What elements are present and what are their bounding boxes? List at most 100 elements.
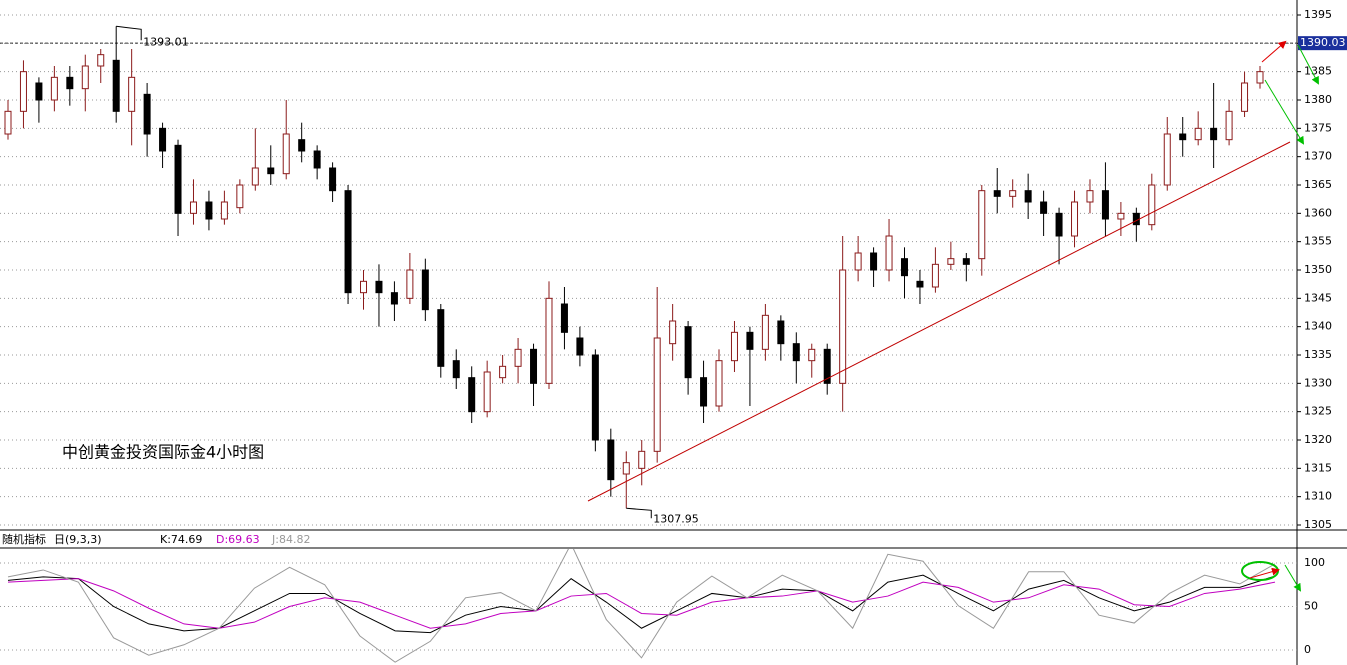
y-tick-label: 1375 <box>1304 121 1332 134</box>
candle-body <box>900 258 908 277</box>
candle-body <box>112 59 120 112</box>
indicator-readout: K:74.69 <box>160 533 202 546</box>
candle-body <box>823 348 831 384</box>
candle-body <box>1009 190 1017 197</box>
candle-body <box>545 297 553 384</box>
candle-body <box>870 252 878 271</box>
y-tick-label: 1360 <box>1304 206 1332 219</box>
candle-body <box>1194 127 1202 141</box>
annotation: 中创黄金投资国际金4小时图 <box>62 443 264 462</box>
candle-body <box>236 184 244 209</box>
candle-body <box>1163 133 1171 186</box>
candle-body <box>576 337 584 356</box>
indicator-panel: 0 50 100 <box>0 549 1325 663</box>
candle-body <box>174 144 182 214</box>
candle-body <box>251 167 259 186</box>
candle-body <box>854 252 862 271</box>
leader-line <box>626 507 652 519</box>
candle-body <box>885 235 893 271</box>
candle-body <box>313 150 321 169</box>
candle-body <box>839 269 847 384</box>
candle-body <box>1055 212 1063 237</box>
indicator-readout: D:69.63 <box>216 533 260 546</box>
candle-body <box>344 190 352 294</box>
candle-body <box>468 377 476 413</box>
candle-body <box>684 326 692 379</box>
indicator-title: 随机指标 <box>2 532 46 546</box>
arrow <box>1249 567 1280 579</box>
candle-body <box>483 371 491 413</box>
candle-body <box>267 167 275 175</box>
low-label: 1307.95 <box>653 512 699 525</box>
candle-body <box>499 365 507 379</box>
y-tick-label: 1315 <box>1304 461 1332 474</box>
high-label: 1393.01 <box>143 35 189 48</box>
indicator-readout: J:84.82 <box>271 533 310 546</box>
candle-body <box>97 54 105 67</box>
candle-body <box>406 269 414 299</box>
candle-body <box>1179 133 1187 141</box>
candle-body <box>452 360 460 379</box>
candle-body <box>35 82 43 101</box>
candle-body <box>421 269 429 311</box>
y-tick-label: 1310 <box>1304 490 1332 503</box>
y-tick-label: 1350 <box>1304 263 1332 276</box>
candle-body <box>282 133 290 175</box>
candle-body <box>1024 190 1032 203</box>
candle-body <box>792 343 800 362</box>
trend-line <box>587 141 1291 502</box>
candle-body <box>4 110 12 135</box>
candle-body <box>715 360 723 407</box>
candle-body <box>1040 201 1048 214</box>
last-price-label: 1390.03 <box>1300 36 1346 49</box>
candle-body <box>591 354 599 441</box>
candle-body <box>916 280 924 288</box>
y-tick-label: 0 <box>1304 643 1311 656</box>
candle-body <box>81 65 89 90</box>
candle-body <box>159 127 167 152</box>
arrow <box>1297 44 1319 85</box>
y-tick-label: 1370 <box>1304 150 1332 163</box>
y-tick-label: 1345 <box>1304 291 1332 304</box>
y-tick-label: 100 <box>1304 556 1325 569</box>
candle-body <box>1086 190 1094 203</box>
candle-body <box>50 76 58 101</box>
y-tick-label: 1335 <box>1304 348 1332 361</box>
candle-body <box>514 348 522 367</box>
y-tick-label: 1340 <box>1304 320 1332 333</box>
candle-body <box>730 331 738 362</box>
y-tick-label: 1325 <box>1304 405 1332 418</box>
candle-body <box>777 320 785 345</box>
candle-body <box>66 76 74 90</box>
y-tick-label: 1365 <box>1304 178 1332 191</box>
y-tick-label: 1330 <box>1304 376 1332 389</box>
candle-body <box>931 263 939 288</box>
candle-body <box>962 258 970 265</box>
candle-body <box>189 201 197 214</box>
y-tick-label: 1385 <box>1304 65 1332 78</box>
price-panel: 1305 1310 1315 1320 1325 1330 1335 1340 1345 1350… <box>0 8 1347 531</box>
candle-body <box>1225 110 1233 141</box>
candle-body <box>761 314 769 350</box>
candle-body <box>390 292 398 305</box>
indicator-period: 日(9,3,3) <box>54 533 102 546</box>
candle-body <box>1210 127 1218 141</box>
candle-body <box>1256 71 1264 84</box>
candle-body <box>1071 201 1079 237</box>
candle-body <box>205 201 213 220</box>
candle-body <box>298 139 306 152</box>
candle-body <box>746 331 754 350</box>
candle-body <box>978 190 986 260</box>
candle-body <box>653 337 661 452</box>
candle-body <box>375 280 383 294</box>
candle-body <box>128 76 136 112</box>
candle-body <box>1148 184 1156 226</box>
candle-body <box>360 280 368 294</box>
candle-body <box>638 450 646 469</box>
candle-body <box>1117 212 1125 220</box>
y-tick-label: 1395 <box>1304 8 1332 21</box>
candle-body <box>530 348 538 384</box>
candle-body <box>220 201 228 220</box>
candle-body <box>19 71 27 112</box>
